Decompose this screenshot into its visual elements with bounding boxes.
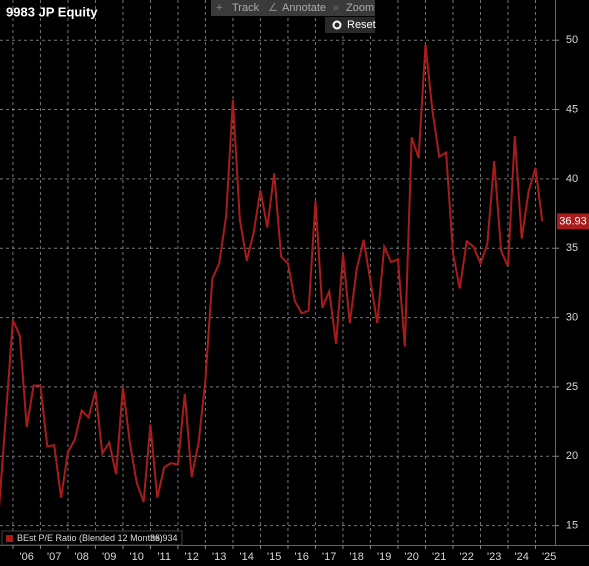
x-tick-label: '25 — [542, 551, 556, 563]
legend-box — [1, 530, 183, 546]
grid — [0, 0, 555, 545]
plot — [0, 44, 544, 507]
x-tick-label: '14 — [240, 551, 254, 563]
x-tick-label: '11 — [157, 551, 171, 563]
icon — [332, 20, 342, 30]
x-tick-label: '24 — [515, 551, 529, 563]
y-tick-label: 20 — [566, 450, 578, 462]
y-tick-label: 25 — [566, 381, 578, 393]
button-label[interactable]: Track — [232, 2, 260, 14]
x-tick-label: '08 — [75, 551, 89, 563]
button-label[interactable]: Zoom — [346, 2, 374, 14]
track-button[interactable]: Track — [232, 2, 260, 14]
toolbar: Track Annotate Zoom + ∠ ⌕ Reset — [211, 0, 376, 33]
annotate-button[interactable]: Annotate — [282, 2, 326, 14]
x-tick-label: '17 — [322, 551, 336, 563]
x-tick-label: '06 — [20, 551, 34, 563]
icon: + — [216, 2, 222, 14]
line-series — [0, 44, 544, 507]
x-tick-label: '18 — [350, 551, 364, 563]
legend-value: 36.934 — [150, 533, 178, 543]
button-label[interactable]: Reset — [347, 19, 376, 31]
legend-label: BEst P/E Ratio (Blended 12 Months) — [17, 533, 163, 543]
x-tick-label: '12 — [185, 551, 199, 563]
last-value-label: 36.93 — [559, 215, 587, 227]
zoom-button[interactable]: Zoom — [346, 2, 374, 14]
reset-button[interactable]: Reset — [325, 17, 376, 33]
y-tick-label: 40 — [566, 173, 578, 185]
x-tick-label: '13 — [212, 551, 226, 563]
icon: ∠ — [268, 2, 278, 14]
y-tick-label: 45 — [566, 103, 578, 115]
button-label[interactable]: Annotate — [282, 2, 326, 14]
x-tick-label: '15 — [267, 551, 281, 563]
legend-swatch — [6, 535, 13, 542]
chart-title: 9983 JP Equity — [6, 4, 98, 19]
x-tick-label: '10 — [130, 551, 144, 563]
last-value-tag — [557, 213, 589, 230]
y-tick-label: 35 — [566, 242, 578, 254]
x-tick-label: '16 — [295, 551, 309, 563]
x-tick-label: '19 — [377, 551, 391, 563]
x-tick-label: '23 — [487, 551, 501, 563]
x-tick-label: '09 — [102, 551, 116, 563]
y-tick-label: 50 — [566, 34, 578, 46]
x-tick-label: '21 — [432, 551, 446, 563]
x-tick-label: '22 — [460, 551, 474, 563]
y-tick-label: 15 — [566, 519, 578, 531]
legend: BEst P/E Ratio (Blended 12 Months) 36.93… — [1, 530, 183, 546]
x-tick-label: '07 — [47, 551, 61, 563]
toolbar-bg — [211, 0, 375, 16]
icon: ⌕ — [333, 2, 339, 14]
x-tick-label: '20 — [405, 551, 419, 563]
y-tick-label: 30 — [566, 311, 578, 323]
